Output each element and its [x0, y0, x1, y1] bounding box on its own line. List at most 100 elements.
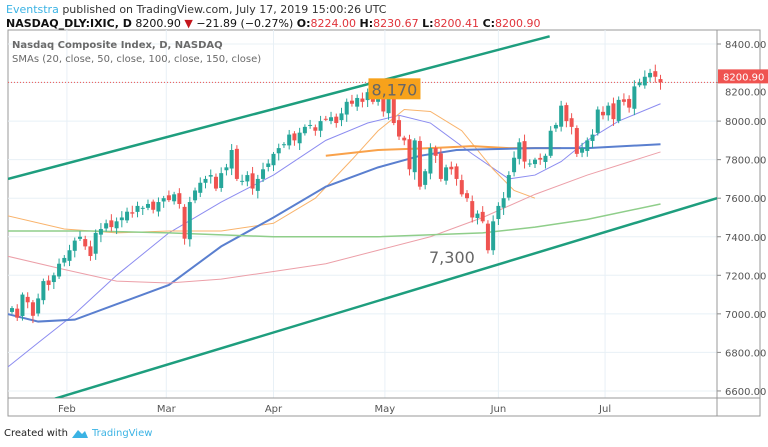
candle-body: [506, 175, 511, 198]
candle-body: [266, 163, 271, 167]
candle-body: [15, 308, 20, 318]
candle-body: [271, 153, 276, 166]
candle-body: [360, 98, 365, 102]
candle-body: [240, 180, 245, 182]
candle-body: [114, 221, 119, 229]
candle-body: [653, 71, 658, 77]
candle-body: [313, 127, 318, 131]
candle-body: [224, 167, 229, 171]
candle-body: [580, 148, 585, 153]
candle-body: [281, 144, 286, 146]
candle-body: [208, 175, 213, 177]
x-tick-label: Jun: [490, 404, 507, 415]
high-label: H:: [359, 17, 374, 30]
candle-body: [355, 97, 360, 107]
candle-body: [658, 79, 663, 83]
candle-body: [140, 207, 145, 209]
candle-body: [548, 130, 553, 156]
x-tick-label: May: [375, 404, 396, 415]
candle-body: [62, 257, 67, 263]
annotation-box: [368, 78, 421, 100]
candle-body: [172, 194, 177, 202]
plot-area: [8, 35, 717, 398]
candle-body: [98, 229, 103, 235]
candle-body: [496, 205, 501, 220]
candle-body: [339, 113, 344, 121]
legend-title: Nasdaq Composite Index, D, NASDAQ: [12, 40, 223, 51]
y-tick-label: 7600.00: [725, 194, 766, 205]
high-value: 8230.67: [373, 17, 419, 30]
candle-body: [412, 140, 417, 173]
footer: Created with TradingView: [4, 427, 152, 439]
chart-legend: Nasdaq Composite Index, D, NASDAQ SMAs (…: [12, 40, 261, 65]
x-tick-label: Apr: [265, 404, 283, 415]
x-tick-label: Jul: [598, 404, 611, 415]
candle-body: [533, 159, 537, 165]
candle-body: [449, 166, 454, 170]
candle-body: [234, 148, 239, 179]
candle-body: [193, 190, 198, 201]
candle-body: [637, 82, 642, 86]
candle-body: [428, 148, 433, 174]
y-tick-label: 8000.00: [725, 117, 766, 128]
candle-body: [119, 217, 124, 221]
candle-body: [423, 171, 428, 185]
candle-body: [292, 133, 297, 141]
candle-body: [465, 193, 470, 199]
candle-body: [459, 180, 464, 195]
candle-body: [632, 86, 637, 109]
last-price-tag: [718, 69, 768, 84]
candle-body: [151, 201, 156, 210]
candle-body: [109, 220, 114, 228]
tradingview-link[interactable]: TradingView: [91, 427, 153, 439]
author-link[interactable]: Eventstra: [6, 3, 59, 16]
low-value: 8200.41: [433, 17, 480, 30]
low-label: L:: [422, 17, 434, 30]
last-price-tag-label: 8200.90: [723, 72, 764, 83]
candle-body: [438, 153, 443, 179]
candle-body: [553, 124, 558, 129]
candle-body: [606, 105, 611, 116]
candle-body: [104, 223, 109, 229]
candle-body: [229, 150, 234, 169]
candle-body: [538, 157, 543, 160]
candle-body: [574, 128, 579, 154]
candle-body: [480, 211, 485, 222]
candle-body: [595, 109, 600, 133]
candle-body: [323, 118, 328, 120]
y-tick-label: 8400.00: [725, 40, 766, 51]
open-label: O:: [296, 17, 311, 30]
candle-body: [20, 294, 25, 316]
candle-body: [57, 263, 62, 277]
candle-body: [125, 211, 130, 221]
candle-body: [30, 302, 35, 316]
candle-body: [156, 202, 161, 212]
candle-body: [365, 92, 370, 101]
candle-body: [417, 140, 422, 187]
candle-body: [527, 163, 532, 165]
candle-body: [198, 182, 203, 193]
created-with: Created with: [4, 427, 68, 439]
candle-body: [130, 212, 135, 214]
candle-body: [51, 275, 56, 283]
last-price: 8200.90: [135, 17, 181, 30]
candle-body: [349, 100, 354, 104]
candle-body: [381, 87, 386, 112]
publish-info: Eventstra published on TradingView.com, …: [6, 3, 386, 16]
candle-body: [491, 221, 496, 251]
candle-body: [386, 97, 391, 114]
annotation-label: 7,300: [429, 248, 475, 267]
candle-body: [245, 175, 250, 182]
candle-body: [444, 167, 449, 181]
candle-body: [407, 139, 412, 170]
candle-body: [145, 203, 150, 208]
candle-body: [255, 178, 260, 191]
candle-body: [67, 250, 72, 261]
candle-body: [397, 120, 402, 137]
candle-body: [46, 280, 51, 285]
sma-line: [8, 143, 661, 323]
candle-body: [83, 239, 88, 247]
candle-body: [334, 116, 339, 124]
candle-body: [402, 137, 407, 141]
